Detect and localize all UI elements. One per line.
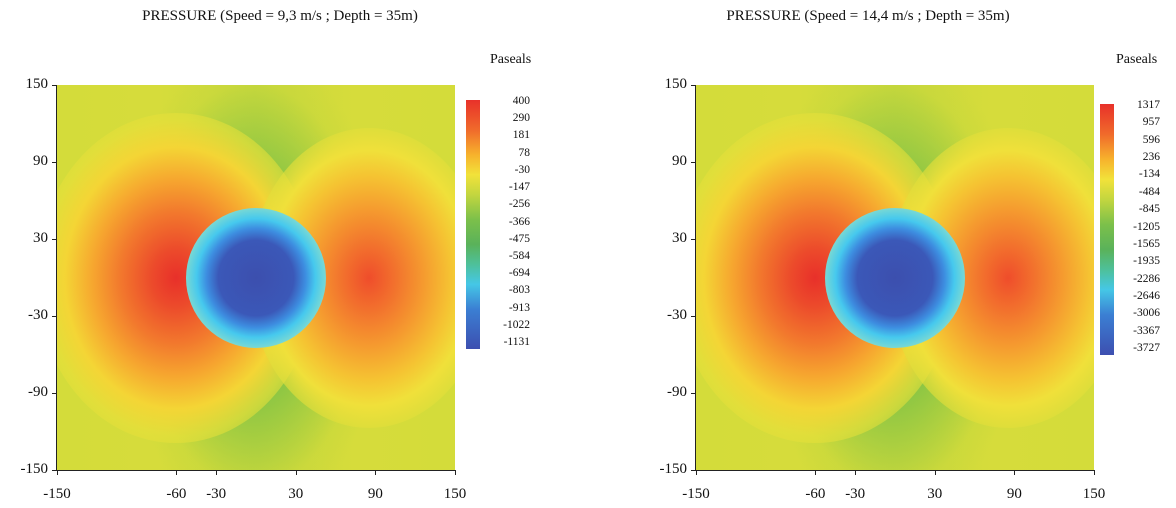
x-tick-label: 150 <box>443 486 467 502</box>
colorbar-tick-label: 596 <box>1142 133 1160 146</box>
x-tick-mark <box>57 470 58 475</box>
y-axis <box>695 85 696 470</box>
y-tick-mark <box>691 393 696 394</box>
x-tick-label: -60 <box>166 486 187 502</box>
colorbar-tick-label: -1565 <box>1133 237 1160 250</box>
colorbar-tick-label: -147 <box>508 181 530 194</box>
colorbar-tick-label: -2646 <box>1133 289 1160 302</box>
x-axis <box>695 470 1094 471</box>
x-tick-label: -30 <box>206 486 227 502</box>
y-tick-mark <box>691 162 696 163</box>
colorbar-tick-label: -366 <box>508 215 530 228</box>
y-tick-mark <box>52 470 57 471</box>
y-tick-label: 30 <box>33 230 48 246</box>
x-axis <box>56 470 455 471</box>
x-tick-mark <box>934 470 936 475</box>
x-tick-label: -60 <box>805 486 826 502</box>
y-tick-label: 150 <box>664 76 688 92</box>
x-tick-label: -30 <box>845 486 866 502</box>
colorbar-tick-label: 236 <box>1142 151 1160 164</box>
colorbar-tick-label: -256 <box>508 198 530 211</box>
colorbar-tick-label: -134 <box>1138 168 1160 181</box>
chart-title: PRESSURE (Speed = 9,3 m/s ; Depth = 35m) <box>142 8 418 24</box>
heatmap-plot <box>696 85 1094 470</box>
colorbar-tick-label: -475 <box>508 232 530 245</box>
colorbar-tick-label: -2286 <box>1133 272 1160 285</box>
colorbar-tick-label: -1131 <box>503 336 530 348</box>
colorbar-tick-label: -1935 <box>1133 255 1160 268</box>
y-tick-label: 90 <box>33 153 48 169</box>
x-tick-label: 30 <box>927 486 943 502</box>
colorbar-tick-label: 400 <box>512 95 530 107</box>
y-tick-label: -30 <box>28 307 48 323</box>
y-tick-label: -30 <box>667 307 687 323</box>
low-pressure-center <box>186 207 326 348</box>
colorbar-tick-label: -845 <box>1138 203 1160 216</box>
colorbar <box>466 100 480 349</box>
colorbar-tick-label: -913 <box>508 301 530 314</box>
x-tick-mark <box>375 470 377 475</box>
chart-title: PRESSURE (Speed = 14,4 m/s ; Depth = 35m… <box>726 8 1010 24</box>
colorbar-tick-label: -484 <box>1138 185 1160 198</box>
colorbar-tick-label: -3727 <box>1133 342 1160 354</box>
colorbar-tick-label: 78 <box>518 146 531 159</box>
y-tick-label: 30 <box>672 230 687 246</box>
colorbar-tick-label: -1205 <box>1133 220 1160 233</box>
colorbar-tick-label: -30 <box>514 163 530 176</box>
y-tick-label: -150 <box>659 461 688 477</box>
x-tick-label: -150 <box>43 486 71 502</box>
low-pressure-center <box>825 207 965 348</box>
y-tick-mark <box>691 470 696 471</box>
x-tick-mark <box>176 470 178 475</box>
colorbar-tick-label: -3006 <box>1133 307 1160 320</box>
y-tick-label: 90 <box>672 153 687 169</box>
x-tick-label: 30 <box>288 486 304 502</box>
y-tick-mark <box>691 239 696 240</box>
x-tick-mark <box>455 470 456 475</box>
x-tick-label: 90 <box>1006 486 1022 502</box>
y-tick-label: -90 <box>28 384 48 400</box>
x-tick-label: 150 <box>1082 486 1106 502</box>
colorbar-tick-label: -1022 <box>503 318 530 331</box>
colorbar-unit-label: Paseals <box>490 52 532 67</box>
y-tick-label: 150 <box>25 76 49 92</box>
pressure-panel-2: PRESSURE (Speed = 14,4 m/s ; Depth = 35m… <box>588 0 1176 508</box>
y-tick-label: -150 <box>20 461 49 477</box>
y-axis <box>56 85 57 470</box>
colorbar-tick-label: 290 <box>512 112 530 125</box>
x-tick-label: 90 <box>367 486 383 502</box>
x-tick-mark <box>1094 470 1095 475</box>
y-tick-mark <box>691 85 696 86</box>
colorbar-unit-label: Paseals <box>1116 52 1158 67</box>
x-tick-mark <box>696 470 697 475</box>
heatmap-plot <box>57 85 455 470</box>
x-tick-mark <box>216 470 218 475</box>
colorbar-tick-label: -3367 <box>1133 324 1160 337</box>
colorbar-tick-label: -803 <box>508 284 530 297</box>
colorbar-tick-label: -584 <box>508 249 530 262</box>
colorbar-tick-label: 1317 <box>1137 99 1160 111</box>
pressure-panel-1: PRESSURE (Speed = 9,3 m/s ; Depth = 35m)… <box>20 8 532 502</box>
y-tick-label: -90 <box>667 384 687 400</box>
x-tick-mark <box>855 470 857 475</box>
colorbar-tick-label: 957 <box>1142 116 1160 129</box>
colorbar <box>1100 104 1114 355</box>
y-tick-mark <box>52 316 57 317</box>
x-tick-mark <box>815 470 817 475</box>
y-tick-mark <box>691 316 696 317</box>
colorbar-tick-label: 181 <box>512 129 530 142</box>
x-tick-label: -150 <box>682 486 710 502</box>
y-tick-mark <box>52 393 57 394</box>
y-tick-mark <box>52 239 57 240</box>
x-tick-mark <box>1014 470 1016 475</box>
colorbar-tick-label: -694 <box>508 267 530 280</box>
y-tick-mark <box>52 162 57 163</box>
y-tick-mark <box>52 85 57 86</box>
x-tick-mark <box>295 470 297 475</box>
